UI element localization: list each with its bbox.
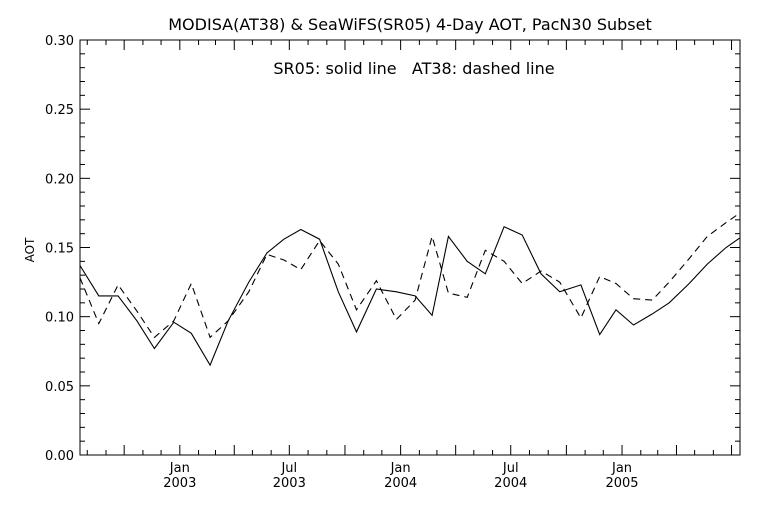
series-line-sr05 bbox=[79, 225, 741, 367]
x-tick-label: Jan bbox=[611, 461, 632, 476]
y-tick-label: 0.30 bbox=[45, 34, 74, 49]
x-tick-label: 2004 bbox=[494, 476, 527, 491]
x-tick-label: 2003 bbox=[273, 476, 306, 491]
plot-lines bbox=[79, 212, 741, 367]
y-axis: 0.00 0.05 0.10 0.15 0.20 0.25 0.30 bbox=[45, 34, 740, 464]
plot-frame bbox=[79, 39, 741, 456]
y-tick-label: 0.00 bbox=[45, 449, 74, 464]
y-tick-label: 0.05 bbox=[45, 380, 74, 395]
x-tick-label: 2004 bbox=[384, 476, 417, 491]
series-line-at38 bbox=[79, 212, 741, 339]
x-tick-label: 2003 bbox=[163, 476, 196, 491]
x-tick-label: Jul bbox=[502, 461, 519, 476]
x-tick-label: Jan bbox=[169, 461, 190, 476]
legend-annotation: SR05: solid line AT38: dashed line bbox=[273, 59, 554, 78]
x-tick-label: Jul bbox=[280, 461, 297, 476]
x-tick-label: 2005 bbox=[605, 476, 638, 491]
y-tick-label: 0.10 bbox=[45, 311, 74, 326]
x-tick-label: Jan bbox=[390, 461, 411, 476]
y-axis-label: AOT bbox=[23, 237, 37, 262]
y-tick-label: 0.20 bbox=[45, 172, 74, 187]
y-tick-label: 0.25 bbox=[45, 103, 74, 118]
chart-title: MODISA(AT38) & SeaWiFS(SR05) 4-Day AOT, … bbox=[168, 15, 652, 34]
y-tick-label: 0.15 bbox=[45, 242, 74, 257]
